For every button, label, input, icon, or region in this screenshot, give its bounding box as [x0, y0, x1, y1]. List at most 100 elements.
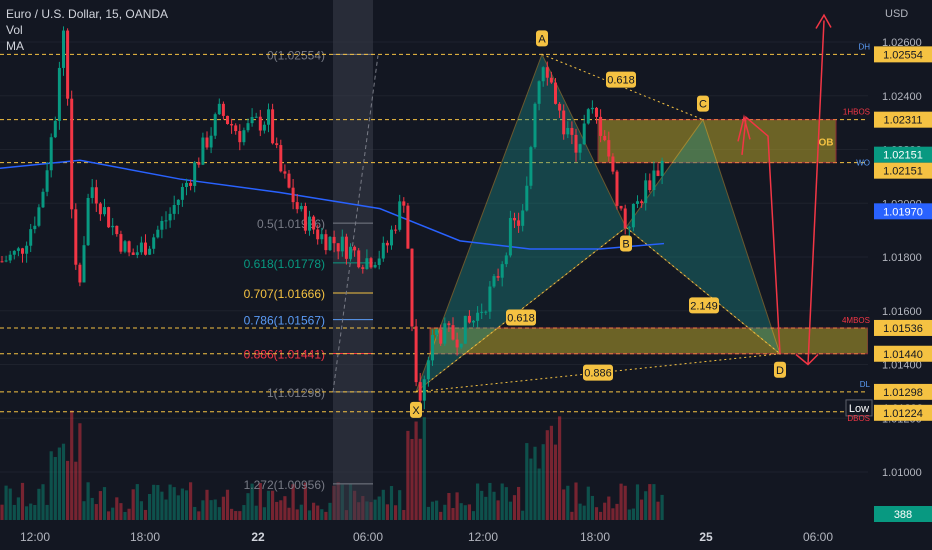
volume-bar — [184, 490, 189, 520]
candle-body — [0, 261, 4, 263]
candle-body — [410, 248, 414, 327]
candle-body — [287, 173, 291, 188]
volume-bar — [406, 430, 410, 520]
candle-body — [611, 156, 615, 172]
candle-body — [156, 229, 160, 238]
candle-body — [631, 203, 635, 228]
candle-body — [185, 182, 188, 187]
price-axis[interactable]: 1.026001.024001.022001.020001.018001.016… — [842, 0, 932, 550]
volume-bar — [254, 505, 258, 520]
candle-body — [62, 30, 65, 68]
volume-bar — [37, 488, 41, 520]
volume-bar — [635, 484, 640, 520]
volume-bar — [549, 425, 553, 520]
volume-bar — [373, 499, 377, 520]
fib-level-label: 0.707(1.01666) — [244, 287, 325, 301]
volume-bar — [193, 506, 197, 520]
candle-body — [451, 325, 455, 340]
symbol-title[interactable]: Euro / U.S. Dollar, 15, OANDA — [6, 7, 169, 21]
candle-body — [37, 207, 41, 226]
price-tag-name: WO — [856, 159, 870, 168]
candle-body — [529, 147, 533, 186]
fib-level-label: 0.618(1.01778) — [244, 257, 325, 271]
ma-legend[interactable]: MA — [6, 39, 24, 53]
volume-bar — [86, 482, 90, 520]
candle-body — [250, 117, 254, 124]
volume-bar — [90, 497, 94, 520]
volume-bar — [582, 505, 586, 520]
candle-body — [49, 137, 53, 171]
candle-body — [197, 162, 201, 165]
candle-body — [533, 103, 537, 148]
y-tick-label: 1.02600 — [882, 37, 922, 49]
candle-body — [33, 225, 37, 230]
candle-body — [603, 135, 607, 141]
candle-body — [447, 323, 451, 326]
candle-body — [221, 103, 225, 116]
volume-bar — [451, 507, 455, 520]
candle-body — [299, 206, 303, 210]
volume-bar — [500, 483, 504, 520]
volume-bar — [176, 495, 180, 520]
candle-body — [324, 234, 328, 251]
candle-body — [312, 216, 316, 230]
fib-level-label: 1(1.01298) — [267, 386, 325, 400]
volume-bar — [578, 503, 582, 520]
x-tick-label: 25 — [699, 530, 713, 544]
price-tag-name: 4MBOS — [842, 316, 870, 325]
volume-bar — [135, 484, 139, 520]
candle-body — [406, 205, 410, 249]
candle-body — [504, 255, 508, 265]
volume-bar — [426, 506, 430, 520]
volume-bar — [152, 484, 156, 520]
currency-label: USD — [885, 8, 909, 20]
volume-bar — [316, 505, 320, 520]
candle-body — [234, 125, 238, 132]
candle-body — [652, 170, 656, 191]
point-label-d: D — [776, 365, 784, 377]
volume-bar — [180, 488, 184, 520]
x-tick-label: 12:00 — [20, 530, 50, 544]
candle-body — [578, 144, 582, 153]
candle-body — [344, 236, 348, 259]
volume-bar — [644, 491, 648, 520]
projection-arrows — [737, 13, 832, 366]
candle-body — [21, 248, 24, 254]
candle-body — [365, 258, 369, 269]
candle-body — [480, 311, 484, 313]
volume-bar — [476, 483, 480, 520]
point-label-x-bg — [410, 401, 422, 418]
volume-bar — [148, 493, 152, 520]
candle-body — [558, 103, 562, 111]
candle-body — [12, 250, 16, 255]
volume-legend[interactable]: Vol — [6, 23, 23, 37]
volume-bar — [242, 505, 246, 520]
candle-body — [562, 110, 566, 135]
candle-body — [308, 216, 311, 231]
x-tick-label: 18:00 — [580, 530, 610, 544]
arrow-head-3 — [795, 353, 819, 366]
candle-body — [648, 180, 652, 191]
volume-bar — [303, 482, 307, 520]
volume-bar — [61, 443, 66, 520]
candle-body — [103, 207, 106, 215]
ratio-label-ac-bg — [606, 71, 636, 88]
candle-body — [361, 267, 365, 269]
arrow-path-1 — [741, 115, 781, 354]
candle-body — [640, 201, 644, 204]
volume-bar — [41, 484, 45, 520]
candle-body — [525, 185, 529, 211]
volume-bar — [312, 502, 316, 520]
volume-bar — [430, 501, 435, 520]
candle-body — [74, 209, 78, 265]
candle-body — [189, 182, 193, 186]
candle-body — [291, 187, 295, 203]
candle-body — [246, 123, 250, 131]
time-axis[interactable]: 12:00 18:00 22 06:00 12:00 18:00 25 06:00 — [20, 530, 833, 544]
candle-body — [283, 171, 287, 174]
candles — [0, 26, 664, 410]
volume-bar — [266, 490, 271, 520]
volume-bar — [102, 487, 107, 520]
